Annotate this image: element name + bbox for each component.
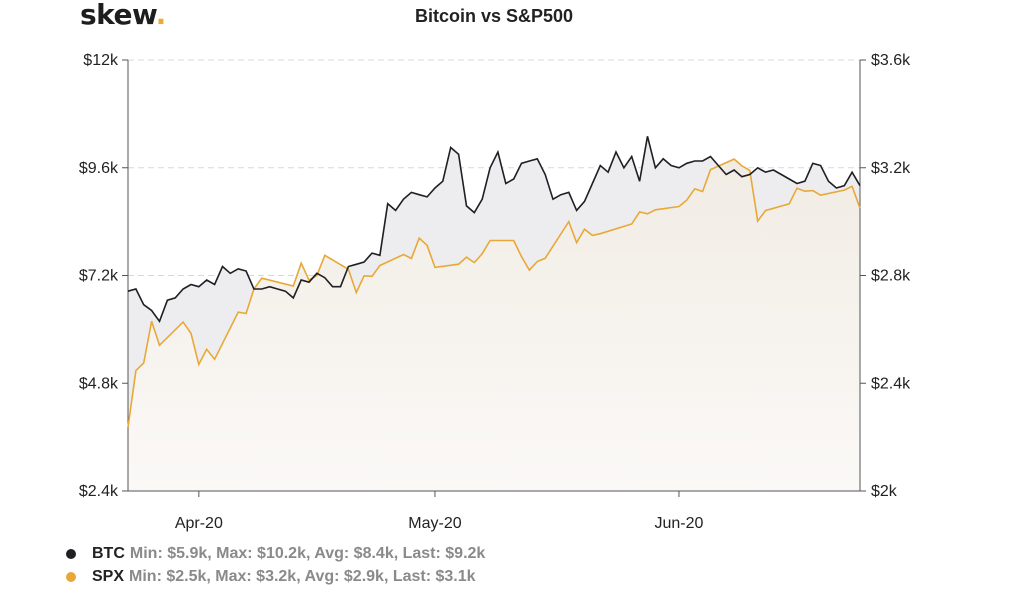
right-tick-label: $2k bbox=[871, 483, 898, 500]
legend-stats-btc: Min: $5.9k, Max: $10.2k, Avg: $8.4k, Las… bbox=[129, 544, 486, 562]
btc-line bbox=[127, 136, 861, 323]
skew-logo: skew. bbox=[80, 0, 166, 31]
x-tick-label: May-20 bbox=[408, 515, 461, 532]
right-tick-label: $3.2k bbox=[871, 160, 911, 177]
legend-label-spx: SPX bbox=[92, 567, 125, 585]
left-tick-label: $12k bbox=[83, 52, 119, 69]
legend-item-spx[interactable]: SPX Min: $2.5k, Max: $3.2k, Avg: $2.9k, … bbox=[66, 565, 485, 588]
legend-item-btc[interactable]: BTC Min: $5.9k, Max: $10.2k, Avg: $8.4k,… bbox=[66, 542, 485, 565]
left-tick-label: $2.4k bbox=[79, 483, 119, 500]
spx-area bbox=[128, 159, 860, 491]
btc-dot-icon bbox=[66, 548, 76, 559]
spx-line bbox=[127, 158, 861, 428]
chart-title: Bitcoin vs S&P500 bbox=[414, 6, 574, 26]
left-tick-label: $9.6k bbox=[79, 160, 119, 177]
left-tick-label: $4.8k bbox=[79, 375, 119, 392]
x-tick-label: Jun-20 bbox=[655, 515, 704, 532]
spx-dot-icon bbox=[66, 571, 76, 582]
right-tick-label: $3.6k bbox=[871, 52, 911, 69]
chart-legend: BTC Min: $5.9k, Max: $10.2k, Avg: $8.4k,… bbox=[66, 542, 485, 588]
legend-label-btc: BTC bbox=[92, 544, 125, 562]
left-tick-label: $7.2k bbox=[79, 268, 119, 285]
legend-stats-spx: Min: $2.5k, Max: $3.2k, Avg: $2.9k, Last… bbox=[129, 567, 476, 585]
right-tick-label: $2.8k bbox=[871, 268, 911, 285]
x-tick-label: Apr-20 bbox=[175, 515, 223, 532]
right-tick-label: $2.4k bbox=[871, 375, 911, 392]
